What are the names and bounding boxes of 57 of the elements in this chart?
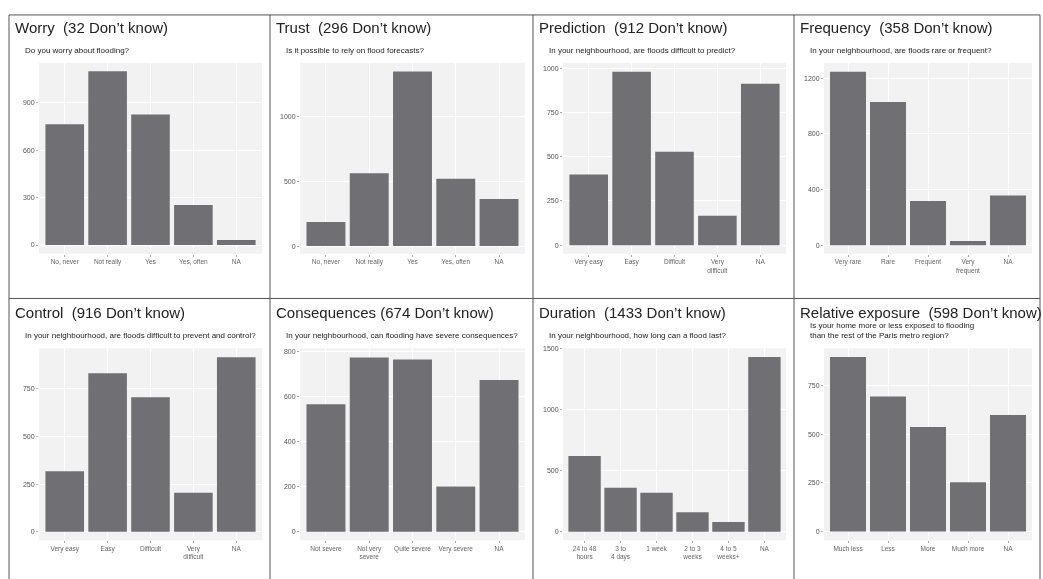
bar bbox=[131, 114, 170, 246]
bar bbox=[306, 404, 346, 532]
bar bbox=[612, 71, 651, 246]
chart-subtitle: In your neighbourhood, how long can a flood last? bbox=[549, 331, 727, 340]
bar bbox=[748, 356, 781, 532]
chart-title: Trust (296 Don’t know) bbox=[276, 19, 432, 36]
bar bbox=[349, 173, 389, 247]
bar bbox=[950, 482, 986, 532]
bar bbox=[712, 521, 745, 532]
bar bbox=[131, 397, 170, 532]
bar bbox=[870, 396, 906, 532]
chart-title: Consequences (674 Don’t know) bbox=[276, 304, 494, 321]
bar bbox=[306, 221, 346, 247]
chart-title: Worry (32 Don’t know) bbox=[15, 19, 169, 36]
bar bbox=[870, 102, 906, 246]
bar bbox=[436, 178, 476, 247]
bar bbox=[479, 198, 519, 247]
bar bbox=[676, 512, 709, 532]
chart-title: Relative exposure (598 Don’t know) bbox=[800, 304, 1042, 321]
bar bbox=[910, 200, 946, 246]
bar bbox=[216, 239, 256, 246]
bar bbox=[830, 356, 866, 532]
bar bbox=[990, 415, 1026, 532]
bar bbox=[436, 486, 476, 532]
bar bbox=[393, 359, 432, 532]
bar bbox=[910, 426, 946, 532]
chart-subtitle: Do you worry about flooding? bbox=[25, 46, 130, 55]
chart-subtitle: In your neighbourhood, are floods difficult to predict? bbox=[549, 46, 736, 55]
bar bbox=[45, 124, 85, 246]
bar bbox=[216, 357, 256, 532]
chart-subtitle: In your neighbourhood, are floods rare or frequent? bbox=[810, 46, 992, 55]
chart-title: Frequency (358 Don’t know) bbox=[800, 19, 993, 36]
bar bbox=[740, 83, 780, 246]
bar bbox=[640, 492, 673, 532]
bar bbox=[990, 195, 1026, 246]
bar bbox=[655, 151, 694, 246]
chart-subtitle: In your neighbourhood, are floods difficult to prevent and control? bbox=[25, 331, 257, 340]
bar bbox=[479, 379, 519, 532]
bar bbox=[393, 71, 432, 247]
bar bbox=[950, 241, 986, 246]
bar bbox=[88, 373, 127, 532]
chart-title: Duration (1433 Don’t know) bbox=[539, 304, 726, 321]
chart-title: Prediction (912 Don’t know) bbox=[539, 19, 728, 36]
bar bbox=[174, 492, 213, 532]
bar bbox=[45, 471, 85, 532]
bar bbox=[604, 487, 637, 532]
bar bbox=[568, 456, 601, 532]
chart-subtitle: Is your home more or less exposed to flooding than the rest of the Paris metro region? bbox=[810, 321, 975, 341]
bar bbox=[569, 174, 609, 246]
chart-title: Control (916 Don’t know) bbox=[15, 304, 186, 321]
chart-subtitle: In your neighbourhood, can flooding have severe consequences? bbox=[286, 331, 519, 340]
bar bbox=[88, 71, 127, 246]
bar bbox=[174, 205, 213, 246]
chart-subtitle: Is it possible to rely on flood forecasts? bbox=[286, 46, 425, 55]
bar bbox=[830, 71, 866, 246]
bar bbox=[349, 357, 389, 532]
bar bbox=[698, 215, 737, 246]
